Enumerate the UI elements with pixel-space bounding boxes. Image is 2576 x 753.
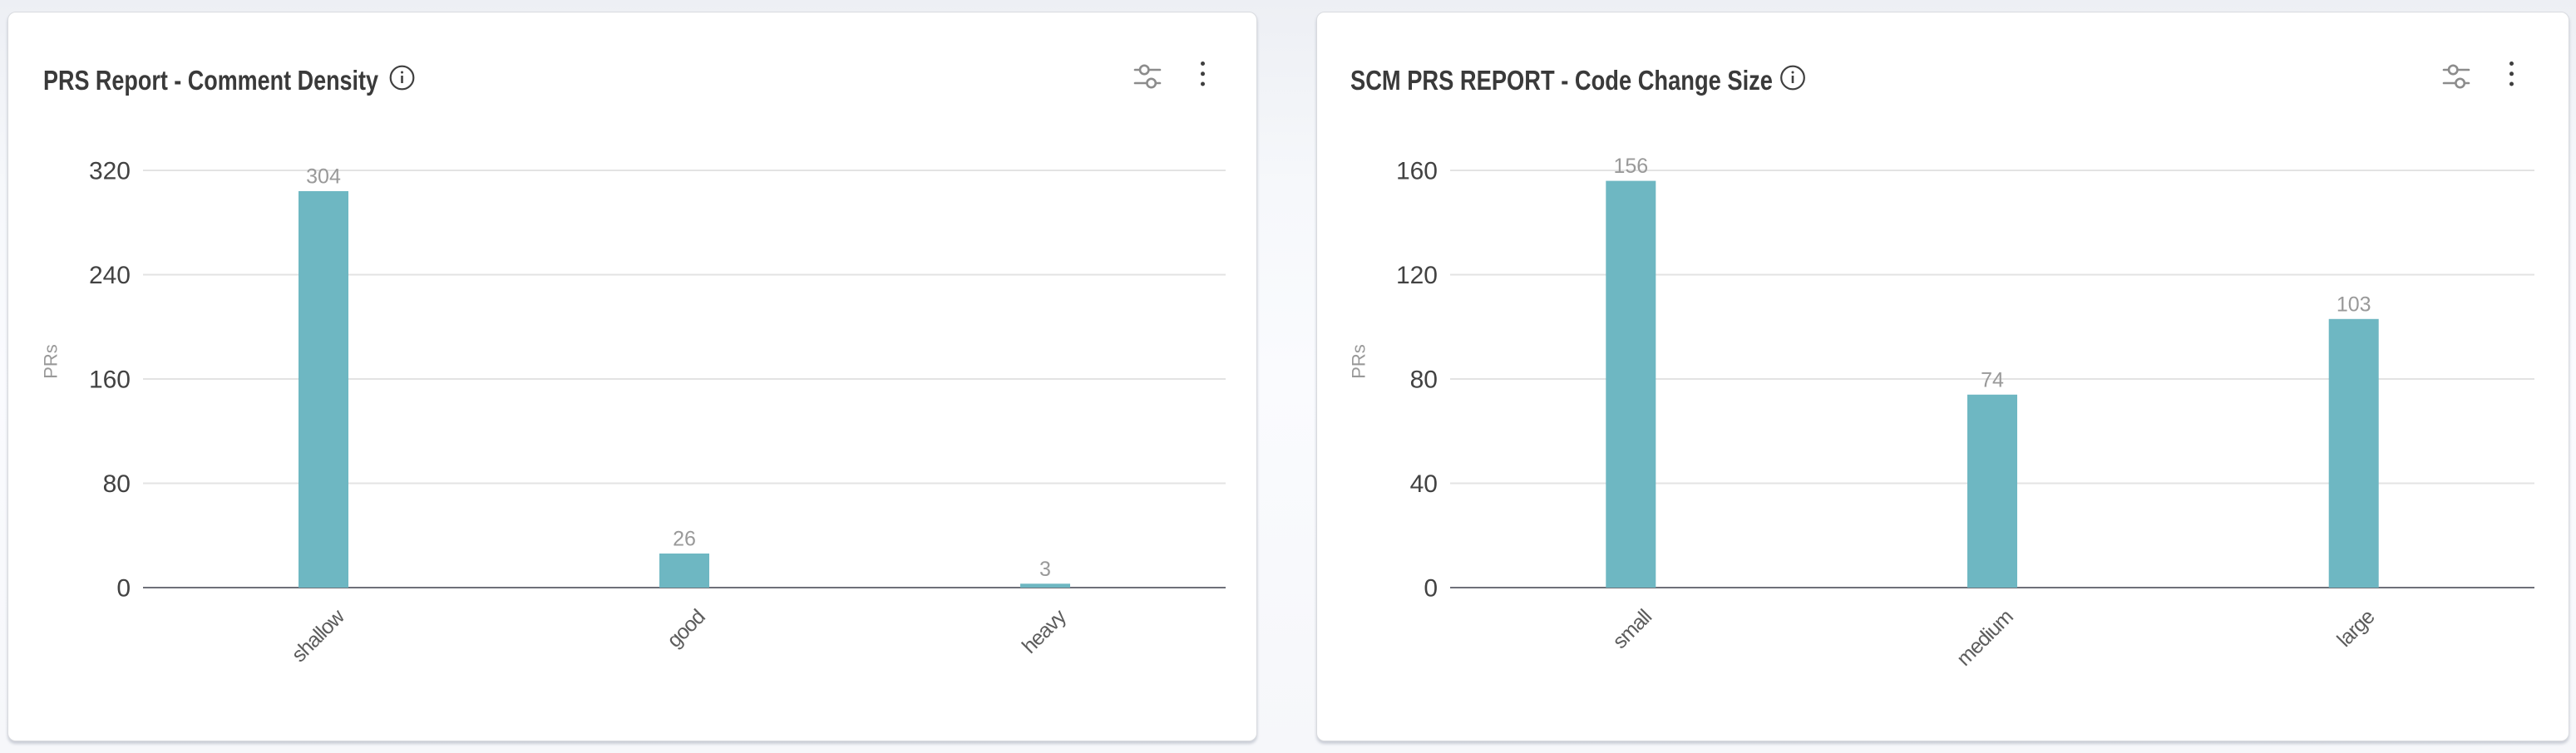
svg-text:3: 3 bbox=[1039, 557, 1051, 580]
svg-text:shallow: shallow bbox=[287, 604, 349, 667]
svg-text:PRs: PRs bbox=[1348, 344, 1369, 379]
svg-text:160: 160 bbox=[88, 366, 130, 393]
svg-text:large: large bbox=[2332, 605, 2379, 652]
svg-text:0: 0 bbox=[1424, 574, 1438, 602]
svg-text:good: good bbox=[662, 605, 708, 652]
svg-text:heavy: heavy bbox=[1017, 604, 1070, 657]
svg-text:103: 103 bbox=[2336, 293, 2371, 316]
svg-text:26: 26 bbox=[673, 527, 696, 550]
svg-text:PRs: PRs bbox=[40, 344, 61, 379]
svg-text:80: 80 bbox=[102, 470, 130, 498]
svg-text:304: 304 bbox=[306, 165, 341, 188]
svg-text:120: 120 bbox=[1395, 262, 1437, 289]
svg-text:80: 80 bbox=[1409, 366, 1437, 393]
svg-text:small: small bbox=[1608, 605, 1656, 653]
svg-text:medium: medium bbox=[1952, 605, 2017, 671]
svg-text:160: 160 bbox=[1395, 157, 1437, 185]
svg-text:74: 74 bbox=[1981, 368, 2004, 391]
svg-text:40: 40 bbox=[1409, 470, 1437, 498]
svg-text:156: 156 bbox=[1613, 155, 1648, 178]
svg-text:240: 240 bbox=[88, 262, 130, 289]
svg-text:320: 320 bbox=[88, 157, 130, 185]
svg-text:0: 0 bbox=[116, 574, 131, 602]
svg-text:SCM PRS REPORT - Code Change S: SCM PRS REPORT - Code Change Size bbox=[1350, 65, 1773, 96]
svg-text:PRS Report - Comment Density: PRS Report - Comment Density bbox=[43, 65, 379, 96]
